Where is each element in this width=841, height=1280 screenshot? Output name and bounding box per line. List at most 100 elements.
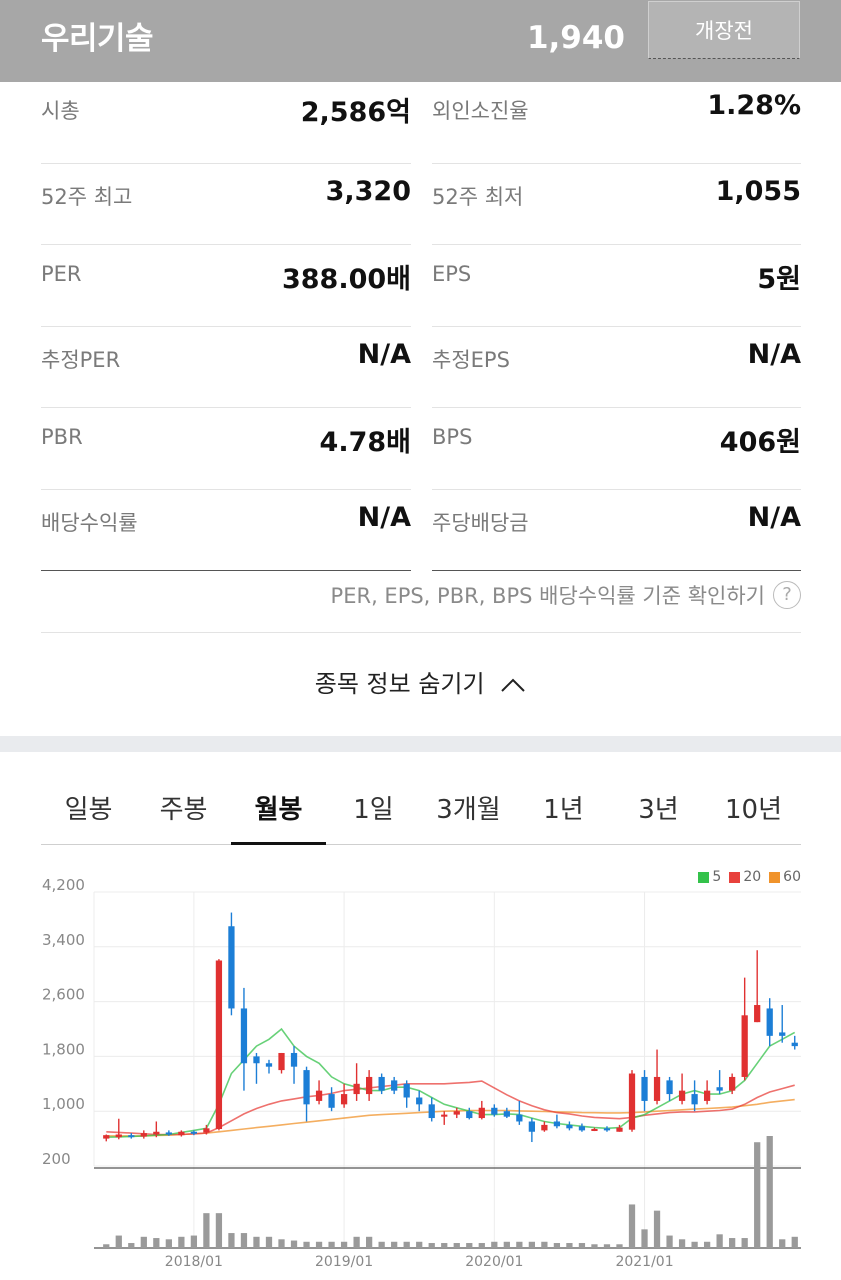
info-label: 배당수익률: [41, 510, 138, 535]
candle-body: [678, 1090, 686, 1101]
candle-body: [478, 1107, 485, 1119]
tab-3-years[interactable]: 3년: [638, 795, 679, 825]
candle-body: [215, 960, 223, 1130]
candle-body: [666, 1080, 673, 1095]
info-value: N/A: [747, 501, 801, 533]
candle-body: [653, 1076, 661, 1101]
volume-bar: [240, 1233, 248, 1248]
volume-bar: [153, 1238, 160, 1248]
info-value: N/A: [747, 338, 801, 370]
tab-3-months[interactable]: 3개월: [436, 795, 501, 825]
candle: [253, 1052, 260, 1084]
candle-body: [428, 1104, 435, 1119]
criteria-help-link[interactable]: PER, EPS, PBR, BPS 배당수익률 기준 확인하기 ?: [331, 580, 801, 610]
volume-bar: [278, 1239, 285, 1248]
volume-bar: [253, 1236, 260, 1248]
candle-body: [403, 1083, 410, 1098]
volume-bar: [378, 1241, 385, 1248]
volume-bar: [391, 1241, 398, 1248]
volume-bar: [328, 1241, 335, 1248]
candle: [516, 1100, 523, 1125]
candle: [453, 1107, 460, 1119]
volume-bar: [366, 1236, 373, 1248]
info-label: 52주 최저: [432, 184, 524, 209]
candle-body: [703, 1090, 711, 1101]
volume-bar: [741, 1238, 748, 1248]
volume-bar: [215, 1213, 223, 1248]
candle-body: [103, 1135, 110, 1139]
candle: [491, 1104, 498, 1117]
market-status-button[interactable]: 개장전: [648, 1, 800, 59]
candle: [265, 1059, 273, 1074]
candle-body: [528, 1121, 535, 1132]
tab-1-year[interactable]: 1년: [543, 795, 584, 825]
candle-body: [228, 926, 235, 1009]
current-price: 1,940: [526, 20, 625, 56]
tab-daily[interactable]: 일봉: [64, 795, 113, 825]
candle-body: [240, 1008, 248, 1064]
volume-bar: [691, 1241, 698, 1248]
legend-label: 5: [712, 869, 722, 885]
candle: [165, 1130, 172, 1136]
tab-monthly[interactable]: 월봉: [231, 780, 326, 845]
candle-body: [729, 1076, 736, 1091]
candle-body: [328, 1094, 335, 1108]
volume-bar: [566, 1243, 573, 1248]
candle-body: [516, 1114, 523, 1122]
volume-bar: [228, 1233, 235, 1248]
volume-bar: [791, 1236, 798, 1248]
legend-label: 60: [783, 869, 801, 885]
info-value: 406원: [719, 427, 801, 458]
y-tick-label: 4,200: [42, 876, 85, 894]
info-label: 추정PER: [41, 347, 121, 372]
legend-label: 20: [743, 869, 762, 885]
stock-info-table: 시총 2,586억 외인소진율 1.28% 52주 최고 3,320 52주 최…: [41, 82, 801, 571]
ma20-line: [106, 1080, 795, 1136]
candle: [378, 1073, 385, 1095]
candle: [315, 1080, 323, 1105]
candle: [703, 1080, 711, 1105]
info-row: PBR 4.78배 BPS 406원: [41, 408, 801, 490]
info-label: EPS: [432, 262, 472, 286]
hide-info-toggle[interactable]: 종목 정보 숨기기: [0, 664, 841, 699]
info-cell: 52주 최저 1,055: [432, 164, 801, 245]
candle: [328, 1087, 335, 1112]
candle-body: [190, 1131, 198, 1134]
volume-bar: [466, 1243, 473, 1248]
volume-bar: [503, 1241, 510, 1248]
candle-body: [566, 1124, 573, 1129]
tab-weekly[interactable]: 주봉: [159, 795, 208, 825]
candle: [128, 1133, 135, 1139]
candle: [691, 1080, 698, 1112]
volume-bar: [553, 1243, 561, 1248]
y-tick-label: 200: [42, 1150, 71, 1168]
question-icon: ?: [773, 581, 801, 609]
candle: [103, 1134, 110, 1142]
candle: [403, 1080, 410, 1108]
price-chart[interactable]: 4,200 3,400 2,600 1,800 1,000 200 2018/01 2019/…: [0, 856, 841, 1280]
stock-header: 우리기술 1,940 개장전: [0, 0, 841, 82]
info-cell: 시총 2,586억: [41, 82, 411, 164]
volume-bar: [353, 1236, 360, 1248]
volume-bar: [115, 1235, 122, 1248]
candle-body: [353, 1083, 360, 1095]
info-cell: 외인소진율 1.28%: [432, 82, 801, 164]
candle: [303, 1066, 310, 1122]
tab-1-day[interactable]: 1일: [353, 795, 394, 825]
volume-bar: [140, 1236, 147, 1248]
candle: [628, 1070, 636, 1132]
volume-bar: [178, 1236, 185, 1248]
volume-bar: [516, 1241, 523, 1248]
volume-bar: [128, 1243, 135, 1248]
volume-bar: [441, 1243, 448, 1248]
candle: [353, 1063, 360, 1101]
y-tick-label: 3,400: [42, 931, 85, 949]
candle: [716, 1070, 723, 1095]
volume-bar: [491, 1241, 498, 1248]
volume-bar: [265, 1236, 273, 1248]
chart-legend: 5 20 60: [698, 869, 801, 885]
tab-10-years[interactable]: 10년: [724, 795, 782, 825]
candle-body: [453, 1111, 460, 1115]
info-value: N/A: [357, 338, 411, 370]
x-tick-label: 2020/01: [465, 1254, 523, 1270]
